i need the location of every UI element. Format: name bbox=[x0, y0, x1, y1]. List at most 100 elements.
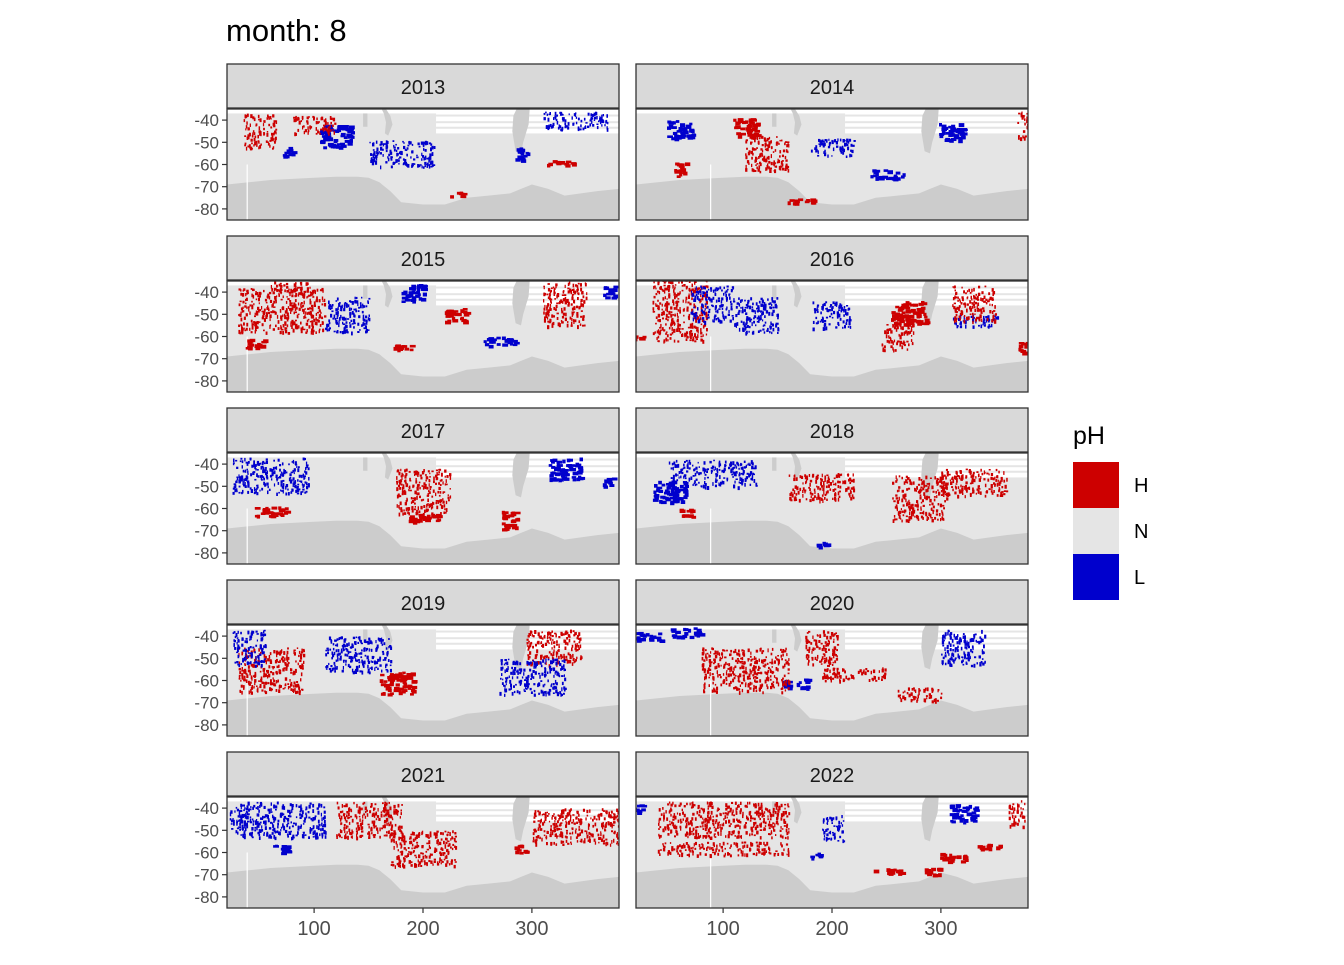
ph-cell-L bbox=[683, 464, 685, 467]
ph-cell-H bbox=[964, 304, 966, 308]
ph-cell-H bbox=[961, 313, 963, 315]
ph-cell-H bbox=[941, 485, 942, 488]
ph-cell-L bbox=[765, 322, 767, 324]
ph-cell-H bbox=[399, 487, 401, 490]
ph-cell-L bbox=[422, 166, 423, 169]
ph-cell-L bbox=[749, 475, 751, 477]
ph-cell-H bbox=[802, 494, 803, 498]
ph-cell-L bbox=[276, 466, 277, 470]
ph-cell-L bbox=[373, 142, 374, 144]
ph-cell-L bbox=[382, 653, 384, 656]
ph-cell-L bbox=[988, 326, 990, 328]
ph-cell-H bbox=[264, 318, 266, 322]
ph-cell-L bbox=[356, 666, 358, 669]
ph-cell-L bbox=[824, 150, 826, 153]
ph-cell-L bbox=[817, 321, 819, 324]
ph-cell-H bbox=[934, 496, 936, 498]
ph-cell-H bbox=[406, 686, 409, 689]
ph-cell-H bbox=[745, 156, 747, 160]
tasmania-landmass bbox=[363, 113, 367, 126]
ph-cell-L bbox=[333, 648, 335, 651]
ph-cell-L bbox=[728, 314, 730, 316]
ph-cell-L bbox=[243, 470, 245, 473]
ph-cell-H bbox=[302, 309, 304, 312]
ph-cell-L bbox=[247, 469, 249, 471]
ph-cell-L bbox=[671, 477, 673, 479]
ph-cell-H bbox=[839, 486, 841, 489]
ph-cell-L bbox=[338, 323, 339, 327]
ph-cell-H bbox=[309, 312, 311, 315]
ph-cell-H bbox=[796, 477, 798, 481]
ph-cell-H bbox=[786, 144, 788, 147]
ph-cell-H bbox=[572, 294, 574, 296]
ph-cell-H bbox=[580, 316, 582, 318]
ph-cell-H bbox=[970, 314, 972, 316]
ph-cell-H bbox=[548, 657, 550, 659]
ph-cell-H bbox=[302, 116, 304, 119]
ph-cell-L bbox=[403, 146, 405, 149]
ph-cell-L bbox=[386, 669, 388, 671]
ph-cell-L bbox=[371, 667, 373, 671]
ph-cell-L bbox=[351, 332, 353, 336]
ph-cell-L bbox=[751, 309, 753, 312]
ph-cell-L bbox=[393, 162, 395, 165]
ph-cell-H bbox=[425, 474, 427, 476]
ph-cell-H bbox=[1005, 485, 1007, 489]
ph-cell-H bbox=[384, 680, 388, 683]
ph-cell-H bbox=[898, 511, 900, 515]
ph-cell-H bbox=[307, 126, 308, 130]
ph-cell-L bbox=[744, 483, 746, 487]
ph-cell-H bbox=[398, 472, 400, 475]
ph-cell-L bbox=[407, 145, 409, 147]
ph-cell-H bbox=[822, 499, 823, 503]
ph-cell-H bbox=[543, 656, 545, 659]
ph-cell-H bbox=[573, 289, 575, 291]
ph-cell-H bbox=[410, 490, 412, 492]
ph-cell-H bbox=[662, 297, 664, 300]
ph-cell-H bbox=[278, 294, 280, 297]
ph-cell-L bbox=[771, 304, 772, 306]
ph-cell-L bbox=[341, 135, 346, 138]
ph-cell-H bbox=[290, 308, 292, 312]
ph-cell-H bbox=[246, 323, 248, 327]
ph-cell-L bbox=[359, 329, 360, 331]
ph-cell-H bbox=[305, 291, 307, 293]
ph-cell-H bbox=[429, 483, 430, 486]
ph-cell-L bbox=[247, 473, 248, 475]
ph-cell-H bbox=[653, 307, 655, 310]
ph-cell-H bbox=[695, 319, 697, 323]
ph-cell-H bbox=[948, 474, 950, 476]
ph-cell-L bbox=[394, 149, 396, 152]
ph-cell-L bbox=[337, 638, 339, 640]
ph-cell-L bbox=[751, 466, 753, 470]
ph-cell-L bbox=[740, 300, 742, 303]
ph-cell-H bbox=[788, 201, 791, 205]
ph-cell-H bbox=[817, 475, 819, 477]
ph-cell-L bbox=[395, 144, 397, 146]
ph-cell-H bbox=[330, 122, 332, 125]
ph-cell-L bbox=[698, 462, 699, 464]
ph-cell-L bbox=[964, 132, 968, 135]
ph-cell-L bbox=[329, 322, 331, 324]
ph-cell-H bbox=[423, 469, 425, 472]
ph-cell-L bbox=[294, 472, 295, 474]
ph-cell-H bbox=[1003, 471, 1004, 475]
ph-cell-H bbox=[754, 140, 756, 143]
ph-cell-H bbox=[274, 281, 276, 284]
ph-cell-H bbox=[961, 490, 963, 494]
ph-cell-H bbox=[810, 491, 812, 494]
ph-cell-L bbox=[830, 304, 832, 306]
ph-cell-H bbox=[547, 655, 548, 657]
ph-cell-H bbox=[402, 513, 404, 516]
ph-cell-H bbox=[542, 638, 543, 640]
ph-cell-L bbox=[736, 306, 738, 309]
ph-cell-H bbox=[1025, 343, 1028, 346]
ph-cell-H bbox=[549, 651, 551, 653]
ph-cell-L bbox=[254, 479, 256, 481]
ph-cell-H bbox=[272, 507, 278, 510]
ph-cell-L bbox=[829, 323, 831, 325]
ph-cell-L bbox=[548, 114, 549, 116]
ph-cell-L bbox=[362, 305, 363, 309]
ph-cell-L bbox=[370, 154, 372, 156]
ph-cell-L bbox=[329, 649, 331, 651]
